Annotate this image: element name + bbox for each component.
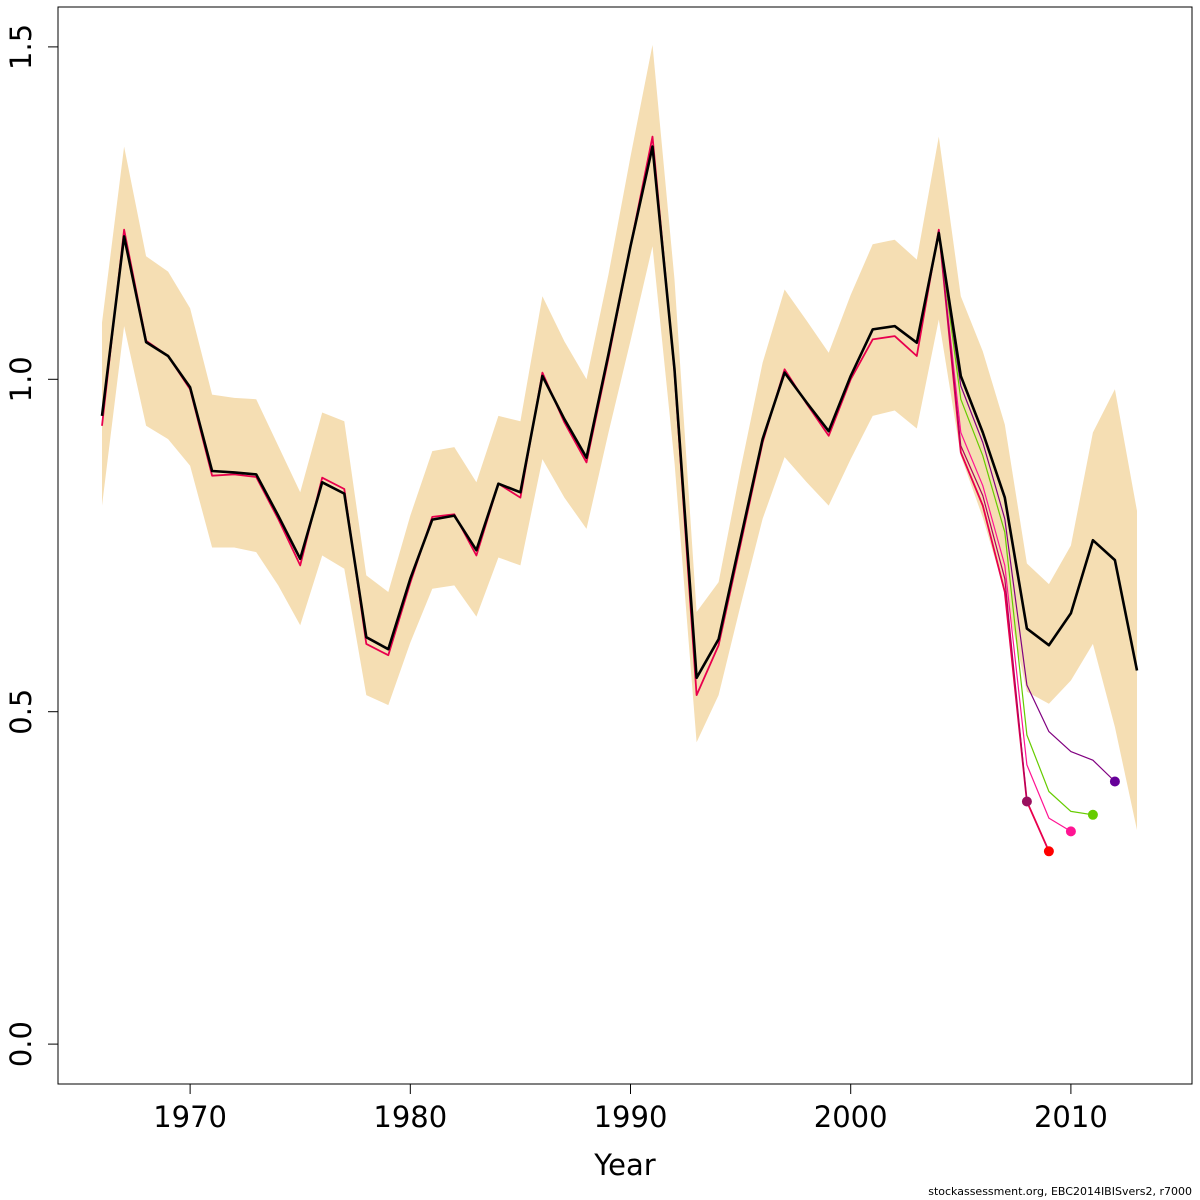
confidence-band-layer	[102, 44, 1137, 830]
y-tick-label: 0.5	[4, 689, 38, 735]
endpoint-marker-4	[1087, 809, 1098, 820]
retro-series-line-3	[938, 232, 1093, 816]
endpoint-marker-5	[1109, 776, 1120, 787]
x-axis-title: Year	[593, 1148, 655, 1182]
x-axis: 1970 1980 1990 2000 2010	[153, 1084, 1108, 1134]
x-tick-label: 1990	[594, 1100, 668, 1134]
y-tick-label: 0.0	[4, 1021, 38, 1067]
base-series-line	[100, 145, 1139, 680]
retro-series-line-4	[938, 234, 1116, 782]
x-tick-label: 1980	[373, 1100, 447, 1134]
y-tick-label: 1.0	[4, 356, 38, 402]
y-tick-label: 1.5	[4, 24, 38, 70]
y-axis: 0.0 0.5 1.0 1.5	[4, 24, 58, 1067]
retro-series-line-2	[938, 231, 1072, 832]
base-line-layer	[100, 145, 1139, 680]
endpoint-marker-2	[1043, 846, 1054, 857]
retro-series-line-5	[938, 230, 1028, 802]
x-tick-label: 1970	[153, 1100, 227, 1134]
source-note: stockassessment.org, EBC2014IBISvers2, r…	[928, 1185, 1192, 1198]
x-tick-label: 2010	[1034, 1100, 1108, 1134]
endpoint-marker-3	[1065, 826, 1076, 837]
confidence-band	[102, 44, 1137, 830]
endpoint-marker-1	[1021, 796, 1032, 807]
x-tick-label: 2000	[814, 1100, 888, 1134]
endpoint-layer	[1021, 776, 1120, 857]
plot-frame	[57, 6, 1193, 1085]
